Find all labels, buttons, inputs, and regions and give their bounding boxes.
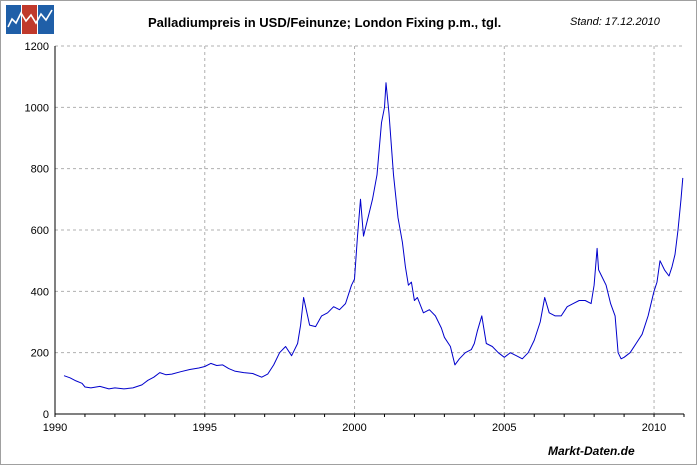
y-tick-label: 200 — [31, 348, 49, 360]
x-tick-label: 2005 — [492, 422, 516, 434]
y-tick-label: 1000 — [25, 102, 49, 114]
x-tick-label: 2000 — [342, 422, 366, 434]
series-line — [63, 82, 684, 390]
x-tick-label: 1995 — [193, 422, 217, 434]
y-tick-label: 800 — [31, 164, 49, 176]
y-tick-label: 0 — [43, 409, 49, 421]
stand-date: Stand: 17.12.2010 — [570, 16, 660, 28]
y-tick-label: 1200 — [25, 41, 49, 53]
chart-title: Palladiumpreis in USD/Feinunze; London F… — [148, 15, 502, 30]
y-tick-label: 600 — [31, 225, 49, 237]
source-label: Markt-Daten.de — [548, 444, 635, 458]
y-tick-label: 400 — [31, 286, 49, 298]
x-tick-label: 2010 — [642, 422, 666, 434]
x-tick-label: 1990 — [43, 422, 67, 434]
chart-logo-icon — [6, 5, 54, 34]
